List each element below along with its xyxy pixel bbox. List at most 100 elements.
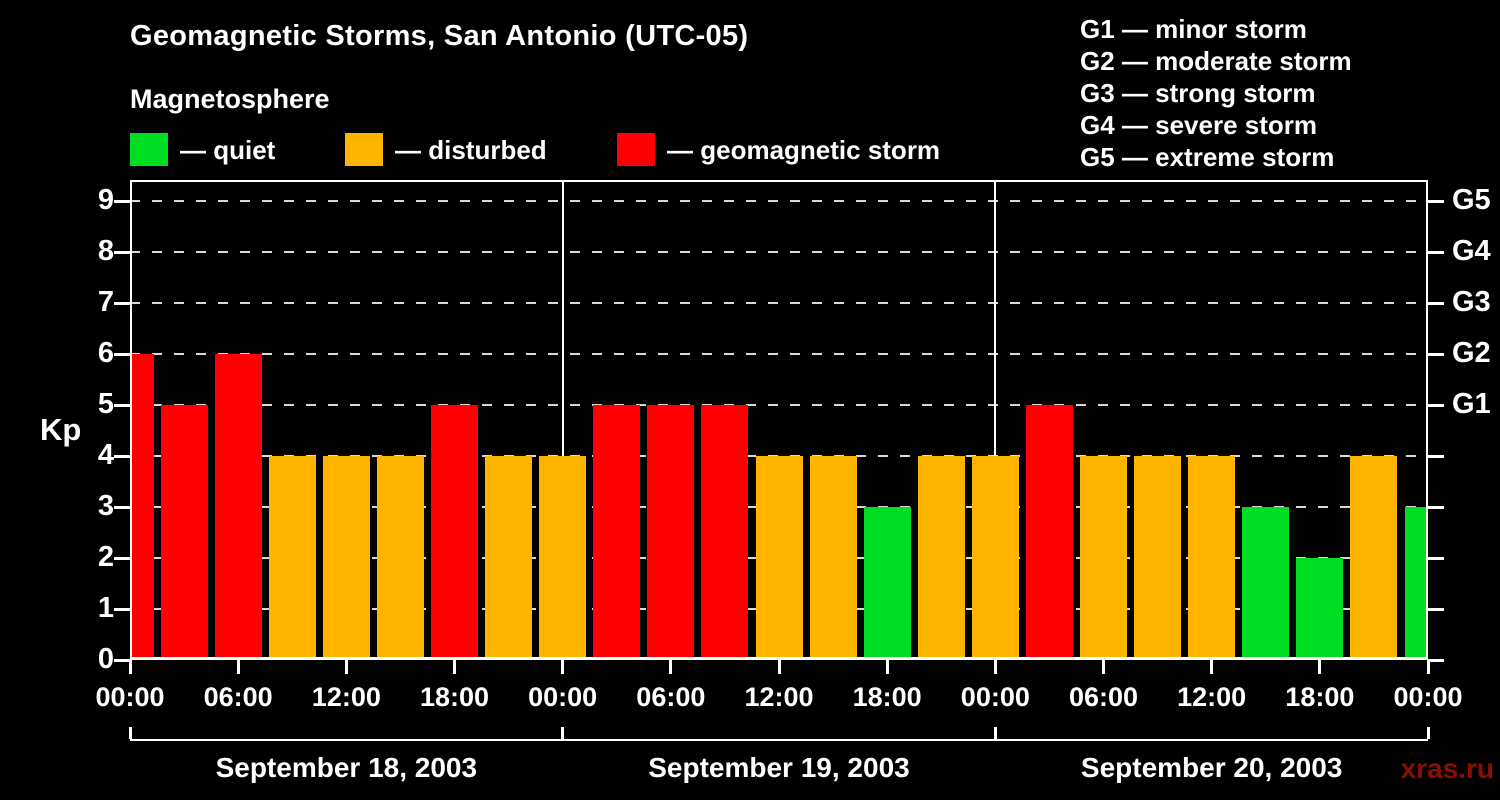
kp-bar [485, 456, 533, 660]
g-scale-label: G5 [1452, 184, 1491, 216]
kp-bar [1080, 456, 1127, 660]
kp-bar [701, 405, 749, 660]
y-axis-tick-left [114, 506, 130, 509]
kp-gridline [130, 200, 1428, 202]
date-axis-tick [561, 727, 565, 739]
y-axis-tick-left [114, 455, 130, 458]
x-axis-tick [1426, 660, 1430, 674]
x-axis-tick [885, 660, 889, 674]
day-boundary-line [561, 180, 564, 660]
kp-bar [431, 405, 478, 660]
x-axis-tick [669, 660, 673, 674]
day-boundary-line [994, 180, 997, 660]
magnetosphere-label: Magnetosphere [130, 84, 330, 114]
kp-bar [160, 405, 208, 660]
date-axis-tick [128, 727, 132, 739]
legend-swatch-storm [617, 133, 655, 166]
plot-area [130, 180, 1428, 660]
g-legend-line: G4 — severe storm [1080, 110, 1318, 140]
kp-bar [376, 456, 424, 660]
kp-bar [863, 507, 911, 660]
x-axis-label: 06:00 [636, 682, 706, 712]
y-axis-tick-left [114, 557, 130, 560]
y-axis-tick-right [1428, 302, 1444, 305]
legend-swatch-disturbed [345, 133, 383, 166]
y-axis-label: 3 [97, 490, 114, 522]
x-axis-tick [1102, 660, 1105, 674]
g-scale-label: G1 [1452, 388, 1491, 420]
legend-label: — quiet [180, 135, 276, 165]
y-axis-tick-right [1428, 353, 1444, 356]
y-axis-label: 9 [97, 184, 114, 216]
date-axis-tick [1426, 727, 1430, 739]
date-axis-tick [993, 727, 997, 739]
x-axis-tick [453, 660, 456, 674]
x-axis-label: 18:00 [419, 682, 490, 712]
kp-bar [1242, 507, 1290, 660]
g-scale-label: G3 [1452, 286, 1491, 318]
x-axis-label: 12:00 [311, 682, 381, 712]
y-axis-tick-left [114, 659, 130, 662]
y-axis-tick-right [1428, 200, 1444, 203]
g-scale-label: G4 [1452, 235, 1491, 267]
kp-bar [1296, 558, 1344, 660]
kp-bar [1404, 507, 1428, 660]
x-axis-tick [1210, 660, 1214, 674]
y-axis-tick-left [114, 251, 130, 254]
date-label: September 19, 2003 [648, 752, 910, 783]
x-axis-tick [1318, 660, 1322, 674]
x-axis-tick [128, 660, 132, 674]
g-legend-line: G1 — minor storm [1080, 14, 1307, 44]
y-axis-label: 1 [97, 592, 114, 624]
x-axis-tick [777, 660, 781, 674]
x-axis-tick [993, 660, 997, 674]
y-axis-tick-left [114, 200, 130, 203]
kp-bar [755, 456, 803, 660]
kp-bar [1134, 456, 1182, 660]
x-axis-label: 12:00 [1177, 682, 1247, 712]
y-axis-tick-right [1428, 404, 1444, 407]
kp-bar [971, 456, 1019, 660]
y-axis-title: Kp [40, 412, 82, 447]
g-scale-label: G2 [1452, 337, 1491, 369]
kp-bar [322, 456, 370, 660]
y-axis-label: 8 [97, 235, 114, 267]
date-label: September 20, 2003 [1080, 752, 1343, 783]
kp-bar [130, 354, 154, 660]
y-axis-tick-right [1428, 659, 1444, 662]
y-axis-label: 4 [97, 439, 114, 471]
g-legend-line: G3 — strong storm [1080, 78, 1316, 108]
kp-bar [647, 405, 695, 660]
y-axis-tick-left [114, 404, 130, 407]
x-axis-label: 18:00 [852, 682, 922, 712]
g-legend-line: G5 — extreme storm [1080, 142, 1335, 172]
y-axis-tick-left [114, 302, 130, 305]
legend-swatch-quiet [130, 133, 168, 166]
x-axis-tick [344, 660, 348, 674]
y-axis-tick-right [1428, 251, 1444, 254]
y-axis-label: 0 [97, 643, 114, 675]
y-axis-tick-left [114, 353, 130, 356]
chart-title: Geomagnetic Storms, San Antonio (UTC-05) [130, 20, 749, 52]
kp-bar [593, 405, 641, 660]
kp-bar [917, 456, 965, 660]
legend-label: — disturbed [395, 135, 547, 165]
x-axis-label: 06:00 [203, 682, 273, 712]
kp-bar [1025, 405, 1073, 660]
y-axis-tick-right [1428, 506, 1444, 509]
kp-bar [809, 456, 857, 660]
x-axis-label: 00:00 [95, 682, 165, 712]
y-axis-tick-right [1428, 608, 1444, 611]
kp-bar [268, 456, 316, 660]
kp-gridline [130, 302, 1428, 304]
x-axis-label: 12:00 [744, 682, 814, 712]
x-axis-label: 18:00 [1285, 682, 1355, 712]
x-axis-tick [561, 660, 565, 674]
y-axis-label: 2 [97, 541, 114, 573]
kp-bar [214, 354, 262, 660]
y-axis-label: 7 [97, 286, 114, 318]
date-axis-line [130, 739, 1428, 741]
kp-bar [539, 456, 587, 660]
g-legend-line: G2 — moderate storm [1080, 46, 1352, 76]
y-axis-label: 6 [97, 337, 114, 369]
